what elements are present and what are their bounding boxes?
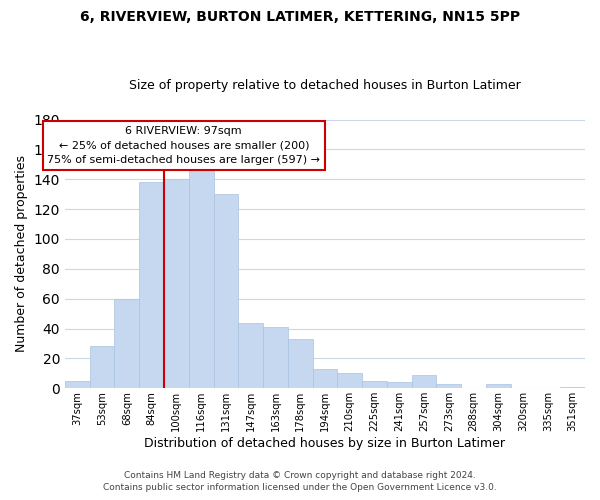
Bar — [412, 375, 436, 388]
Bar — [139, 182, 164, 388]
Bar — [337, 374, 362, 388]
Text: Contains HM Land Registry data © Crown copyright and database right 2024.
Contai: Contains HM Land Registry data © Crown c… — [103, 471, 497, 492]
Bar — [313, 369, 337, 388]
Bar — [238, 322, 263, 388]
Bar — [164, 180, 189, 388]
Bar — [115, 298, 139, 388]
Bar — [362, 381, 387, 388]
Bar — [214, 194, 238, 388]
Bar — [387, 382, 412, 388]
Y-axis label: Number of detached properties: Number of detached properties — [15, 156, 28, 352]
Bar — [560, 387, 585, 388]
Title: Size of property relative to detached houses in Burton Latimer: Size of property relative to detached ho… — [129, 79, 521, 92]
Bar — [288, 339, 313, 388]
Text: 6 RIVERVIEW: 97sqm
← 25% of detached houses are smaller (200)
75% of semi-detach: 6 RIVERVIEW: 97sqm ← 25% of detached hou… — [47, 126, 320, 165]
Bar — [436, 384, 461, 388]
Bar — [486, 384, 511, 388]
X-axis label: Distribution of detached houses by size in Burton Latimer: Distribution of detached houses by size … — [145, 437, 505, 450]
Bar — [89, 346, 115, 389]
Bar — [263, 327, 288, 388]
Bar — [65, 381, 89, 388]
Bar — [189, 170, 214, 388]
Text: 6, RIVERVIEW, BURTON LATIMER, KETTERING, NN15 5PP: 6, RIVERVIEW, BURTON LATIMER, KETTERING,… — [80, 10, 520, 24]
